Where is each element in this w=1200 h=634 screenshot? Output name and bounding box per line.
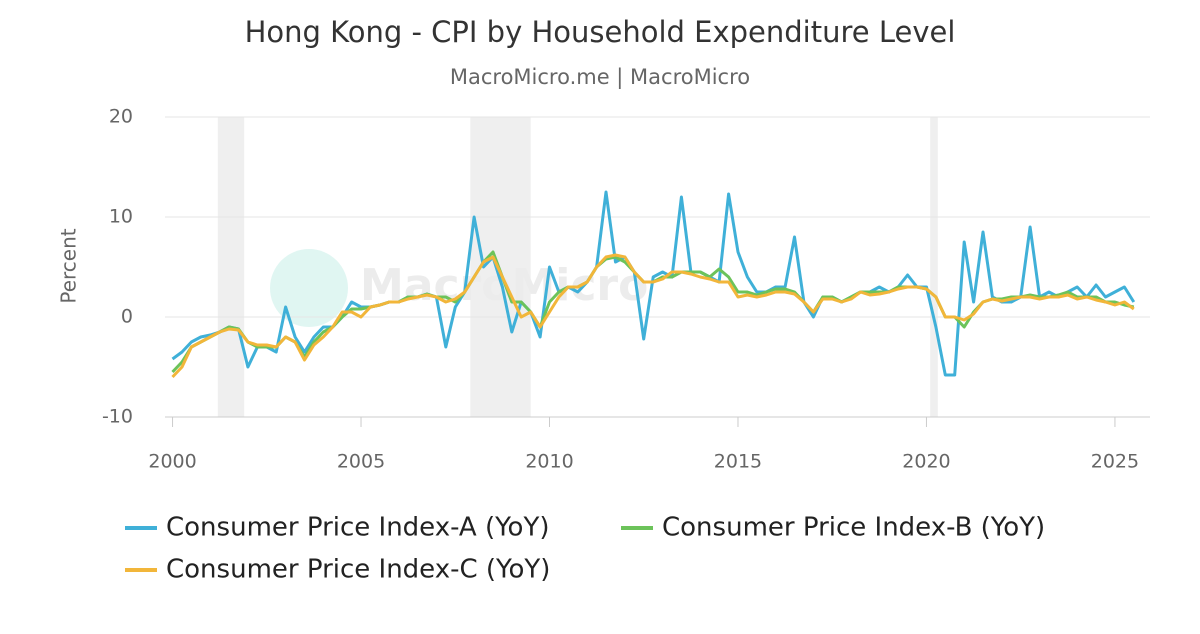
x-tick-label: 2005	[337, 451, 385, 473]
legend-label: Consumer Price Index-A (YoY)	[166, 513, 549, 543]
recession-band	[930, 117, 938, 417]
x-tick-label: 2025	[1091, 451, 1139, 473]
legend-label: Consumer Price Index-B (YoY)	[662, 513, 1045, 543]
y-axis-label: Percent	[57, 228, 81, 303]
chart-title: Hong Kong - CPI by Household Expenditure…	[245, 15, 956, 49]
x-tick-label: 2020	[902, 451, 950, 473]
y-tick-label: 10	[109, 206, 133, 228]
y-tick-label: 20	[109, 106, 133, 128]
x-tick-label: 2015	[714, 451, 762, 473]
x-tick-label: 2000	[148, 451, 196, 473]
series-line	[171, 253, 1135, 379]
y-tick-label: -10	[102, 406, 133, 428]
recession-band	[217, 117, 245, 417]
watermark-logo	[270, 249, 348, 327]
x-tick-label: 2010	[525, 451, 573, 473]
legend-label: Consumer Price Index-C (YoY)	[166, 555, 550, 585]
y-tick-label: 0	[121, 306, 133, 328]
chart-subtitle: MacroMicro.me | MacroMicro	[450, 65, 750, 90]
